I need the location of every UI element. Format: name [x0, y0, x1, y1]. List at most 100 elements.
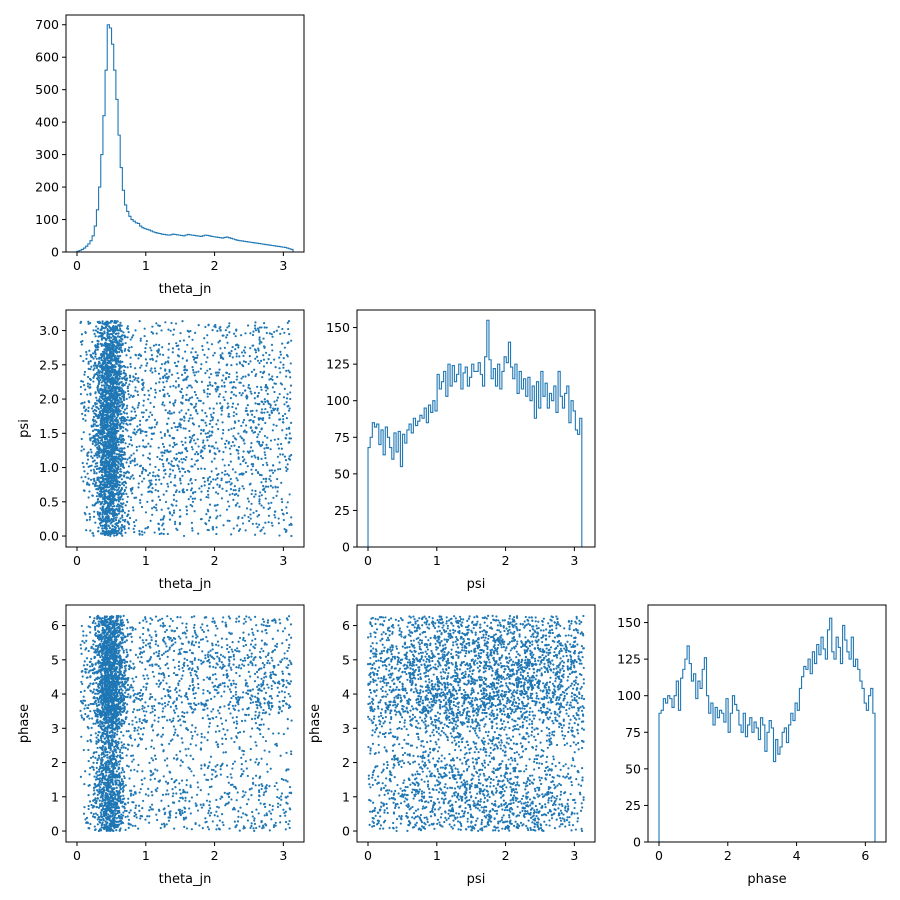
scatter-point [89, 360, 92, 363]
scatter-point [119, 450, 122, 453]
scatter-point [178, 679, 181, 683]
scatter-point [82, 360, 85, 363]
scatter-point [86, 458, 90, 461]
scatter-point [226, 500, 230, 503]
scatter-point [122, 416, 125, 419]
scatter-point [152, 471, 155, 474]
scatter-point [133, 729, 136, 732]
scatter-point [178, 411, 181, 414]
scatter-point [208, 407, 211, 410]
scatter-point [118, 405, 121, 408]
scatter-point [160, 363, 164, 366]
scatter-point [210, 343, 214, 346]
scatter-point [207, 651, 210, 654]
scatter-point [230, 391, 233, 394]
scatter-point [282, 418, 285, 421]
scatter-point [156, 355, 159, 358]
scatter-point [207, 348, 210, 351]
scatter-point [142, 641, 145, 644]
scatter-point [271, 486, 274, 489]
scatter-point [265, 461, 268, 464]
scatter-point [272, 732, 275, 735]
scatter-point [228, 372, 231, 376]
scatter-point [281, 500, 284, 504]
scatter-point [185, 412, 188, 415]
scatter-point [138, 529, 141, 533]
scatter-point [207, 496, 210, 499]
scatter-point [264, 521, 267, 524]
scatter-point [150, 427, 153, 430]
scatter-point [100, 415, 103, 418]
scatter-point [232, 411, 236, 414]
scatter-point [249, 410, 252, 413]
scatter-point [242, 354, 245, 358]
scatter-point [134, 367, 137, 370]
scatter-point [195, 402, 198, 405]
scatter-point [111, 436, 114, 439]
y-tick-label: 200 [35, 180, 59, 195]
scatter-point [174, 425, 177, 429]
scatter-point [149, 445, 152, 448]
scatter-point [253, 415, 256, 419]
scatter-point [131, 380, 134, 383]
scatter-point [250, 824, 253, 828]
scatter-point [162, 532, 165, 536]
scatter-point [159, 431, 162, 434]
scatter-point [171, 504, 174, 507]
scatter-point [170, 321, 173, 325]
scatter-point [153, 531, 156, 534]
scatter-point [124, 347, 127, 351]
scatter-point [255, 758, 258, 761]
scatter-point [164, 369, 167, 372]
scatter-point [93, 373, 96, 376]
scatter-point [110, 449, 113, 452]
scatter-point [262, 358, 266, 361]
scatter-point [242, 375, 245, 378]
scatter-point [184, 427, 187, 430]
scatter-point [279, 371, 282, 374]
scatter-point [174, 520, 177, 523]
scatter-point [210, 372, 213, 376]
scatter-point [250, 652, 253, 655]
scatter-point [115, 376, 118, 379]
scatter-point [226, 363, 229, 366]
scatter-point [91, 440, 95, 443]
scatter-point [169, 412, 172, 415]
scatter-point [262, 403, 265, 406]
scatter-point [109, 534, 112, 538]
scatter-point [240, 424, 243, 428]
scatter-point [151, 474, 155, 477]
scatter-point [133, 815, 136, 818]
scatter-point [117, 494, 120, 497]
scatter-point [274, 407, 277, 410]
scatter-point [79, 690, 83, 694]
scatter-point [80, 445, 84, 448]
scatter-point [94, 692, 97, 695]
scatter-point [235, 371, 238, 374]
scatter-point [258, 342, 261, 345]
scatter-point [113, 479, 116, 482]
scatter-point [110, 416, 113, 419]
scatter-point [154, 382, 158, 385]
scatter-point [139, 419, 142, 422]
scatter-point [244, 529, 247, 532]
scatter-point [254, 357, 257, 360]
scatter-point [102, 388, 105, 391]
scatter-point [193, 510, 196, 513]
scatter-point [211, 430, 214, 433]
scatter-point [104, 352, 107, 355]
scatter-point [261, 463, 265, 467]
scatter-point [190, 396, 194, 399]
scatter-point [112, 464, 115, 467]
scatter-point [114, 523, 117, 526]
scatter-point [199, 455, 203, 458]
scatter-point [287, 369, 290, 372]
scatter-point [208, 435, 211, 438]
scatter-point [266, 463, 269, 467]
scatter-point [224, 329, 227, 332]
scatter-point [286, 467, 289, 471]
scatter-point [90, 436, 94, 439]
x-tick-label: 0 [73, 258, 81, 273]
scatter-point [117, 500, 121, 503]
scatter-point [235, 477, 238, 480]
